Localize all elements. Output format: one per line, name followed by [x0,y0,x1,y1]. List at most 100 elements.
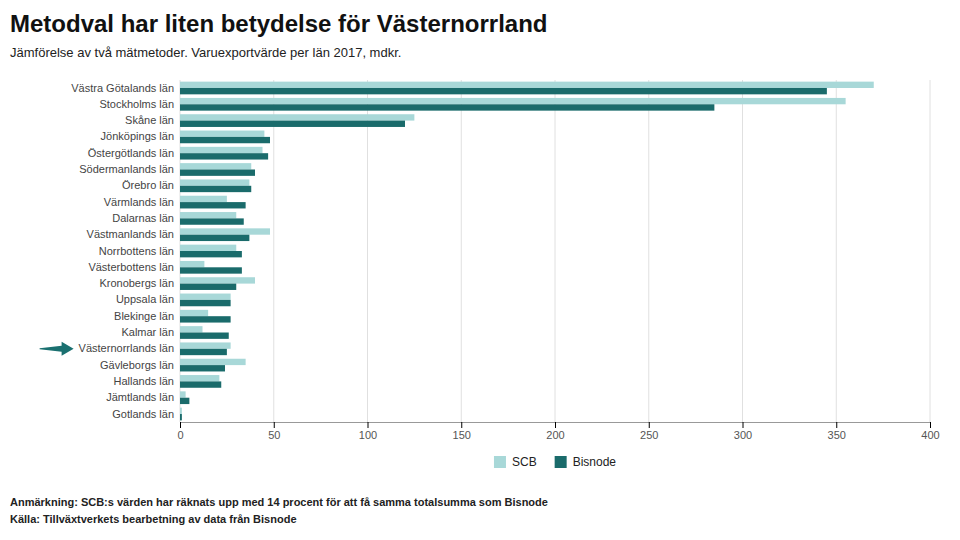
y-tick: Södermanlands län [79,163,180,175]
legend-item: SCB [494,455,537,469]
y-tick: Kalmar län [121,326,180,338]
x-tick: 0 [177,422,183,441]
y-tick-label: Gotlands län [112,408,174,420]
legend-swatch [494,456,506,468]
y-tick: Dalarnas län [112,212,180,224]
x-tick-mark [836,422,837,428]
bar [180,153,268,159]
y-tick: Blekinge län [114,310,180,322]
grid-line [555,80,556,422]
y-tick-label: Örebro län [122,179,174,191]
bar [180,277,255,283]
bar [180,88,827,94]
x-tick: 200 [546,422,564,441]
bar [180,408,182,414]
x-tick-mark [180,422,181,428]
bar [180,300,231,306]
bar [180,267,242,273]
y-tick: Örebro län [122,179,180,191]
x-tick: 100 [359,422,377,441]
x-tick-label: 200 [546,429,564,441]
x-tick: 300 [734,422,752,441]
x-tick: 50 [268,422,280,441]
y-tick-label: Värmlands län [104,196,174,208]
y-tick-label: Jönköpings län [101,130,174,142]
x-tick: 400 [921,422,939,441]
x-tick-mark [930,422,931,428]
bar [180,294,231,300]
grid-line [367,80,368,422]
x-tick-mark [649,422,650,428]
y-tick: Västernorrlands län [79,342,180,354]
bar [180,131,264,137]
y-tick: Hallands län [113,375,180,387]
legend-label: SCB [512,455,537,469]
y-tick-label: Södermanlands län [79,163,174,175]
bar [180,82,874,88]
bar [180,333,229,339]
y-tick: Stockholms län [99,98,180,110]
y-axis: Västra Götalands län Stockholms län Skåne … [71,82,180,420]
bar [180,179,249,185]
grid-line [836,80,837,422]
bar [180,375,219,381]
bar [180,391,186,397]
y-tick-label: Stockholms län [99,98,174,110]
x-tick-mark [555,422,556,428]
y-tick-label: Västmanlands län [87,228,174,240]
y-tick: Uppsala län [116,293,180,305]
legend: SCB Bisnode [494,455,616,469]
bar [180,147,263,153]
legend-item: Bisnode [555,455,617,469]
y-tick: Norrbottens län [99,245,180,257]
x-tick-mark [368,422,369,428]
bar [180,316,231,322]
y-tick: Skåne län [125,114,180,126]
bar [180,121,405,127]
bar [180,310,208,316]
x-tick-label: 350 [828,429,846,441]
y-tick-label: Blekinge län [114,310,174,322]
bar [180,114,414,120]
y-tick-label: Västerbottens län [88,261,174,273]
y-tick-label: Kalmar län [121,326,174,338]
bar [180,104,714,110]
annotation: Källa: Tillväxtverkets bearbetning av da… [10,513,297,525]
arrow [40,342,74,356]
bar [180,381,221,387]
bar [180,202,246,208]
y-tick: Jönköpings län [101,130,180,142]
grid-line [742,80,743,422]
grid-line [648,80,649,422]
bar [180,98,846,104]
y-tick: Gotlands län [112,408,180,420]
bar [180,235,249,241]
bar [180,261,204,267]
y-tick: Västerbottens län [88,261,180,273]
x-tick-mark [461,422,462,428]
x-tick-label: 150 [453,429,471,441]
x-tick: 250 [640,422,658,441]
y-tick-label: Västernorrlands län [79,342,174,354]
y-tick: Västra Götalands län [71,82,180,94]
bars [180,82,874,421]
bar [180,137,270,143]
x-tick-label: 400 [921,429,939,441]
x-tick-label: 50 [268,429,280,441]
y-tick-label: Gävleborgs län [100,359,174,371]
bar [180,186,251,192]
annotation: Anmärkning: SCB:s värden har räknats upp… [10,496,548,508]
x-tick-label: 0 [177,429,183,441]
x-tick-label: 250 [640,429,658,441]
x-tick: 150 [453,422,471,441]
bar [180,414,182,420]
bar [180,228,270,234]
x-tick: 350 [828,422,846,441]
x-axis-line [181,423,931,429]
y-tick-label: Uppsala län [116,293,174,305]
x-tick-label: 100 [359,429,377,441]
series [180,88,827,420]
bar [180,365,225,371]
bar [180,326,203,332]
bar [180,251,242,257]
